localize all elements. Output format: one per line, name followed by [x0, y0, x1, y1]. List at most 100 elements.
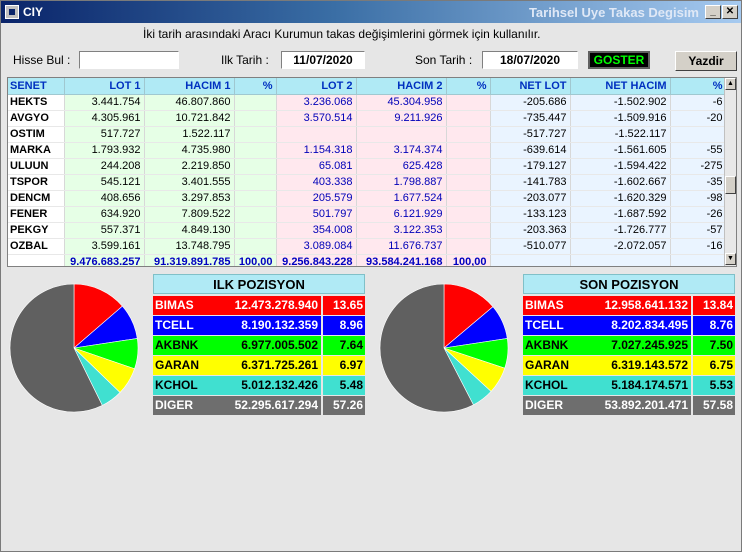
row-cell: 65.081	[276, 158, 357, 175]
row-cell: 45.304.958	[356, 94, 447, 111]
position-row: TCELL 8.190.132.359 8.96	[153, 316, 365, 335]
row-cell	[234, 126, 277, 143]
row-cell: 634.920	[64, 206, 145, 223]
position-percent: 6.97	[323, 356, 365, 375]
row-cell: -1.522.117	[570, 126, 671, 143]
column-header[interactable]: NET HACIM	[570, 78, 671, 95]
column-header[interactable]: %	[670, 78, 727, 95]
column-header[interactable]: HACIM 1	[144, 78, 235, 95]
table-row[interactable]: HEKTS 3.441.754 46.807.860 3.236.068 45.304.…	[8, 94, 727, 111]
son-tarih-input[interactable]: 18/07/2020	[482, 51, 578, 69]
column-header[interactable]: HACIM 2	[356, 78, 447, 95]
row-cell: -26	[670, 206, 727, 223]
row-cell: 354.008	[276, 222, 357, 239]
position-row: TCELL 8.202.834.495 8.76	[523, 316, 735, 335]
row-cell: -55	[670, 142, 727, 159]
row-cell: 4.849.130	[144, 222, 235, 239]
scroll-down-icon[interactable]: ▼	[725, 253, 736, 265]
row-cell: 3.174.374	[356, 142, 447, 159]
table-row[interactable]: ULUUN 244.208 2.219.850 65.081 625.428 -179.1…	[8, 158, 727, 175]
total-cell	[490, 254, 571, 266]
row-cell: -1.602.667	[570, 174, 671, 191]
row-cell	[234, 142, 277, 159]
total-cell: 9.256.843.228	[276, 254, 357, 266]
row-cell: -133.123	[490, 206, 571, 223]
column-header[interactable]: NET LOT	[490, 78, 571, 95]
position-name: KCHOL	[153, 376, 321, 395]
row-cell: -2.072.057	[570, 238, 671, 255]
row-cell: 3.401.555	[144, 174, 235, 191]
scroll-thumb[interactable]	[725, 176, 736, 194]
row-cell: -6	[670, 94, 727, 111]
row-cell: -275	[670, 158, 727, 175]
row-cell: -510.077	[490, 238, 571, 255]
data-grid[interactable]: SENET LOT 1 HACIM 1% LOT 2 HACIM 2% NET LOT NE…	[7, 77, 737, 267]
row-cell: 2.219.850	[144, 158, 235, 175]
table-row[interactable]: TSPOR 545.121 3.401.555 403.338 1.798.887 -14…	[8, 174, 727, 191]
yazdir-button[interactable]: Yazdir	[675, 51, 737, 71]
ilk-tarih-input[interactable]: 11/07/2020	[281, 51, 365, 69]
row-cell	[446, 126, 491, 143]
grid-vertical-scrollbar[interactable]: ▲ ▼	[724, 78, 736, 266]
minimize-icon[interactable]: _	[705, 5, 721, 19]
position-value: 7.027.245.925	[611, 338, 688, 352]
table-row[interactable]: FENER 634.920 7.809.522 501.797 6.121.929 -13…	[8, 206, 727, 223]
position-row: GARAN 6.319.143.572 6.75	[523, 356, 735, 375]
row-cell	[446, 110, 491, 127]
table-row[interactable]: DENCM 408.656 3.297.853 205.579 1.677.524 -20…	[8, 190, 727, 207]
row-cell	[234, 174, 277, 191]
son-tarih-label: Son Tarih :	[415, 53, 473, 67]
row-cell: 1.798.887	[356, 174, 447, 191]
ilk-pozisyon-title: ILK POZISYON	[153, 274, 365, 294]
row-cell	[670, 126, 727, 143]
column-header[interactable]: LOT 2	[276, 78, 357, 95]
grid-header-row: SENET LOT 1 HACIM 1% LOT 2 HACIM 2% NET LOT NE…	[8, 78, 727, 95]
position-value: 8.190.132.359	[241, 318, 318, 332]
position-percent: 13.84	[693, 296, 735, 315]
table-row[interactable]: OZBAL 3.599.161 13.748.795 3.089.084 11.676.…	[8, 238, 727, 255]
window-system-icon[interactable]	[5, 5, 19, 19]
row-cell: -1.502.902	[570, 94, 671, 111]
position-value: 6.977.005.502	[241, 338, 318, 352]
column-header[interactable]: LOT 1	[64, 78, 145, 95]
table-row[interactable]: MARKA 1.793.932 4.735.980 1.154.318 3.174.37…	[8, 142, 727, 159]
row-cell: -1.620.329	[570, 190, 671, 207]
table-row[interactable]: OSTIM 517.727 1.522.117 -517.727 -1.522.117	[8, 126, 727, 143]
row-cell: -141.783	[490, 174, 571, 191]
column-header[interactable]: SENET	[8, 78, 65, 95]
column-header[interactable]: %	[446, 78, 491, 95]
position-row: AKBNK 7.027.245.925 7.50	[523, 336, 735, 355]
total-cell: 93.584.241.168	[356, 254, 447, 266]
row-cell: -179.127	[490, 158, 571, 175]
table-row[interactable]: PEKGY 557.371 4.849.130 354.008 3.122.353 -20…	[8, 222, 727, 239]
pie-slice	[73, 283, 123, 349]
row-cell: 6.121.929	[356, 206, 447, 223]
scroll-up-icon[interactable]: ▲	[725, 78, 736, 90]
position-percent: 13.65	[323, 296, 365, 315]
position-value: 12.473.278.940	[234, 298, 318, 312]
row-cell	[234, 206, 277, 223]
row-cell: 625.428	[356, 158, 447, 175]
position-percent: 6.75	[693, 356, 735, 375]
row-cell: -639.614	[490, 142, 571, 159]
position-value: 6.319.143.572	[611, 358, 688, 372]
hisse-bul-input[interactable]	[79, 51, 179, 69]
row-cell	[446, 238, 491, 255]
goster-button[interactable]: GOSTER	[588, 51, 650, 69]
totals-row: 9.476.683.257 91.319.891.785 100,00 9.256.8…	[8, 254, 727, 266]
row-cell: 501.797	[276, 206, 357, 223]
row-cell: 4.735.980	[144, 142, 235, 159]
row-cell	[234, 190, 277, 207]
title-bar[interactable]: CIY Tarihsel Uye Takas Degisim _ ✕	[1, 1, 741, 23]
row-symbol: PEKGY	[8, 222, 65, 239]
table-row[interactable]: AVGYO 4.305.961 10.721.842 3.570.514 9.211.9…	[8, 110, 727, 127]
position-row: BIMAS 12.958.641.132 13.84	[523, 296, 735, 315]
row-cell: -203.363	[490, 222, 571, 239]
row-symbol: AVGYO	[8, 110, 65, 127]
position-value: 8.202.834.495	[611, 318, 688, 332]
close-icon[interactable]: ✕	[722, 5, 738, 19]
column-header[interactable]: %	[234, 78, 277, 95]
son-pozisyon-pie-chart	[379, 283, 509, 413]
row-cell: 545.121	[64, 174, 145, 191]
